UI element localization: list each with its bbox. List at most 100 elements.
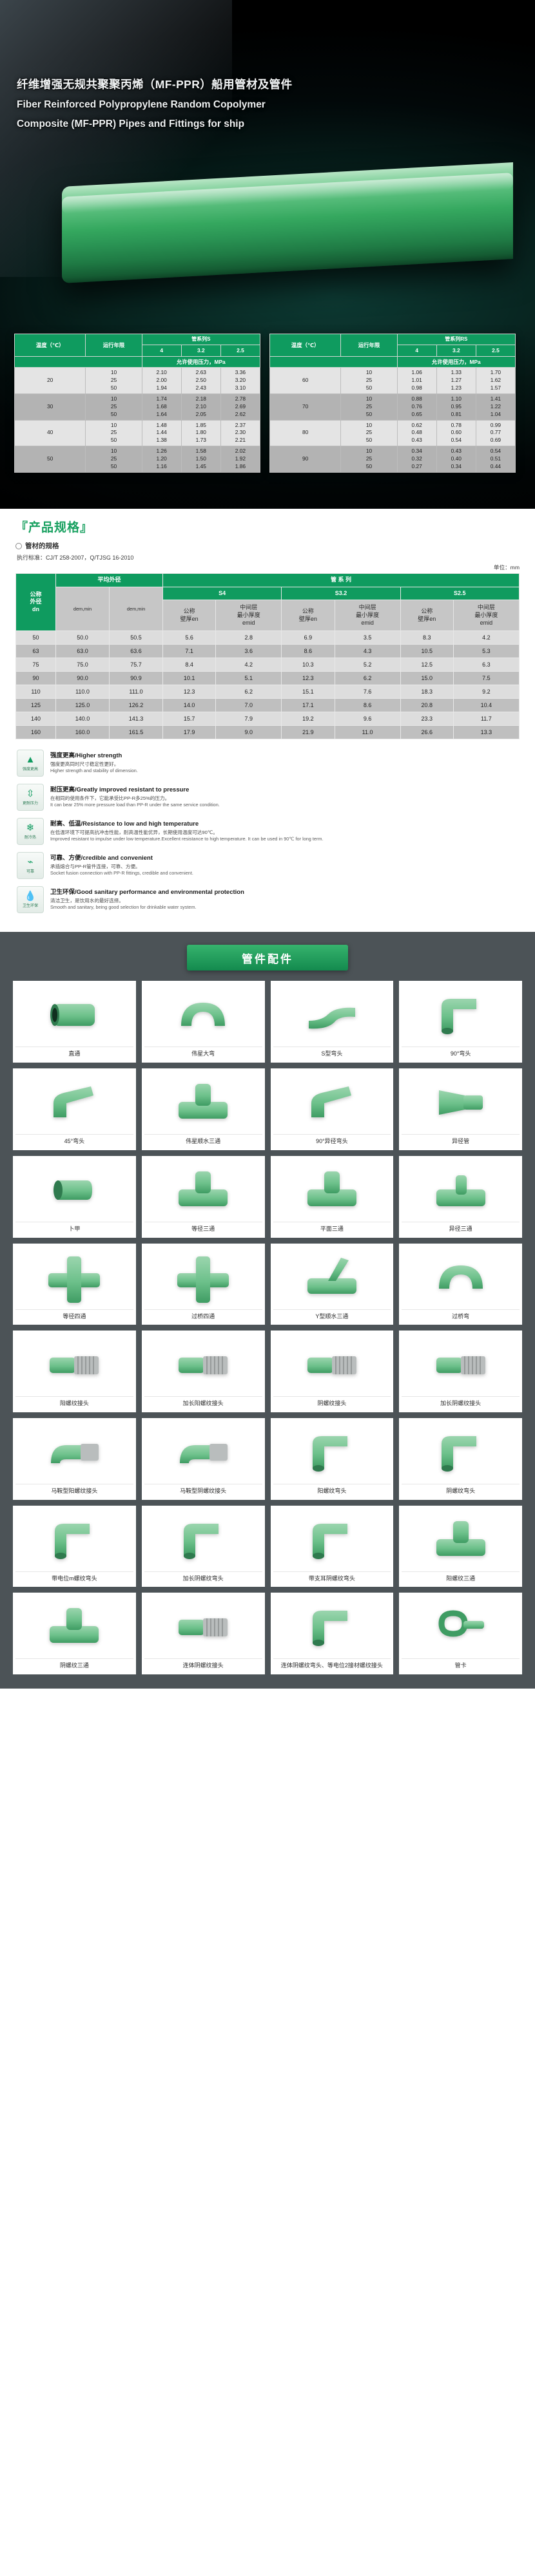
feature-desc-cn: 在低温环境下可提高抗冲击性能，耐高温性能优异，长期使用温度可达90℃。 xyxy=(50,829,218,836)
cell-s25-wall: 26.6 xyxy=(400,725,454,740)
hero-banner: 纤维增强无规共聚聚丙烯（MF-PPR）船用管材及管件 Fiber Reinfor… xyxy=(0,0,535,509)
cell-s32-wall: 6.9 xyxy=(281,630,335,645)
cell-dem-min: 50.0 xyxy=(55,630,110,645)
cell-years: 10 25 50 xyxy=(85,393,142,421)
fitting-cell[interactable]: 阳螺纹接头 xyxy=(13,1331,136,1412)
fitting-cell[interactable]: 90°异径弯头 xyxy=(270,1068,394,1150)
fitting-cell[interactable]: 平面三通 xyxy=(270,1155,394,1238)
cell-temp: 70 xyxy=(269,393,342,421)
table-row: 40 10 25 50 1.48 1.44 1.38 1.85 1.80 1.7… xyxy=(14,419,261,447)
fitting-cell[interactable]: 管卡 xyxy=(399,1593,522,1674)
cell-s32-wall: 21.9 xyxy=(281,725,335,740)
cell-s25-wall: 15.0 xyxy=(400,671,454,686)
fitting-cell[interactable]: 阴螺纹三通 xyxy=(13,1593,136,1674)
fitting-cell[interactable]: 加长阴螺纹接头 xyxy=(399,1331,522,1412)
fitting-cell[interactable]: 阴螺纹接头 xyxy=(270,1331,394,1412)
cell-s32: 1.33 1.27 1.23 xyxy=(436,367,476,394)
fitting-cell[interactable]: 等径四通 xyxy=(13,1243,136,1325)
fitting-cell[interactable]: 伟星顺水三通 xyxy=(141,1068,265,1150)
cell-dem-max: 111.0 xyxy=(109,685,164,699)
cell-years: 10 25 50 xyxy=(340,367,398,394)
table-row: 110 110.0 111.0 12.3 6.2 15.1 7.6 18.3 9.2 xyxy=(15,685,520,699)
fitting-cell[interactable]: Y型顺水三通 xyxy=(270,1243,394,1325)
fitting-cell[interactable]: 过桥弯 xyxy=(399,1243,522,1325)
fitting-cell[interactable]: 异径三通 xyxy=(399,1155,522,1238)
fitting-cell[interactable]: 阳螺纹三通 xyxy=(399,1505,522,1587)
fitting-caption: 管卡 xyxy=(402,1658,520,1672)
fitting-cell[interactable]: 带电位m螺纹弯头 xyxy=(13,1505,136,1587)
fitting-cell[interactable]: 连体阴螺纹弯头、等电位2接材螺纹接头 xyxy=(270,1593,394,1674)
feature-title: 耐高、低温/Resistance to low and high tempera… xyxy=(50,820,199,828)
fitting-cell[interactable]: 马鞍型阳螺纹接头 xyxy=(13,1417,136,1500)
cell-s4: 0.62 0.48 0.43 xyxy=(396,419,437,447)
fitting-cell[interactable]: 连体阴螺纹接头 xyxy=(141,1593,265,1674)
ptab-header-s25: 2.5 xyxy=(220,345,261,357)
fitting-caption: 马鞍型阳螺纹接头 xyxy=(15,1483,133,1497)
fitting-image-saddle-male xyxy=(15,1421,133,1481)
fitting-cell[interactable]: 带支耳阴螺纹弯头 xyxy=(270,1505,394,1587)
cell-s25-mid: 9.2 xyxy=(452,685,520,699)
cell-s4-wall: 8.4 xyxy=(162,658,217,672)
fitting-cell[interactable]: 卜甲 xyxy=(13,1155,136,1238)
fitting-cell[interactable]: 90°弯头 xyxy=(399,981,522,1063)
spec-header-mid-s4: 中间层 最小厚度 emid xyxy=(215,600,282,632)
fitting-caption: 异径三通 xyxy=(402,1221,520,1235)
unit-label: 单位：mm xyxy=(493,564,520,571)
cell-dn: 75 xyxy=(15,658,56,672)
cell-dem-max: 141.3 xyxy=(109,712,164,726)
cell-s32-mid: 3.5 xyxy=(334,630,401,645)
fitting-caption: 加长阴螺纹弯头 xyxy=(144,1571,262,1585)
fitting-caption: 90°异径弯头 xyxy=(273,1134,391,1148)
cell-s4-mid: 3.6 xyxy=(215,644,282,659)
fitting-image-male-thread-long xyxy=(144,1334,262,1394)
fitting-cell[interactable]: 异径管 xyxy=(399,1068,522,1150)
table-row: 20 10 25 50 2.10 2.00 1.94 2.63 2.50 2.4… xyxy=(14,367,261,394)
fitting-cell[interactable]: 伟星大弯 xyxy=(141,981,265,1063)
cell-s25: 1.41 1.22 1.04 xyxy=(475,393,516,421)
feature-title: 可靠、方便/credible and convenient xyxy=(50,855,153,862)
fitting-cell[interactable]: 阳螺纹弯头 xyxy=(270,1417,394,1500)
fitting-cell[interactable]: 马鞍型阴螺纹接头 xyxy=(141,1417,265,1500)
spec-subheading: 管材的规格 xyxy=(15,541,520,551)
cell-s32-wall: 12.3 xyxy=(281,671,335,686)
fitting-caption: 连体阴螺纹弯头、等电位2接材螺纹接头 xyxy=(273,1658,391,1672)
fitting-cell[interactable]: 过桥四通 xyxy=(141,1243,265,1325)
fitting-cell[interactable]: 等径三通 xyxy=(141,1155,265,1238)
pressure-tables-zone: 温度（℃） 运行年限 管系列S 4 3.2 2.5 允许使用压力，MPa xyxy=(0,322,535,509)
cell-s4-mid: 6.2 xyxy=(215,685,282,699)
cell-dem-max: 126.2 xyxy=(109,698,164,713)
cell-temp: 30 xyxy=(14,393,86,421)
fitting-caption: 卜甲 xyxy=(15,1221,133,1235)
fitting-caption: 等径三通 xyxy=(144,1221,262,1235)
table-row: 30 10 25 50 1.74 1.68 1.64 2.18 2.10 2.0… xyxy=(14,393,261,421)
fitting-cell[interactable]: 加长阴螺纹弯头 xyxy=(141,1505,265,1587)
product-catalog-page: 纤维增强无规共聚聚丙烯（MF-PPR）船用管材及管件 Fiber Reinfor… xyxy=(0,0,535,1689)
cell-s32-wall: 15.1 xyxy=(281,685,335,699)
feature-glyph-icon: ⇳ xyxy=(26,788,35,800)
fitting-cell[interactable]: 直通 xyxy=(13,981,136,1063)
cell-s4: 1.48 1.44 1.38 xyxy=(141,419,182,447)
fitting-caption: 直通 xyxy=(15,1046,133,1060)
fitting-cell[interactable]: 45°弯头 xyxy=(13,1068,136,1150)
cell-dem-min: 75.0 xyxy=(55,658,110,672)
fitting-cell[interactable]: 加长阳螺纹接头 xyxy=(141,1331,265,1412)
cell-temp: 90 xyxy=(269,446,342,473)
cell-dem-min: 90.0 xyxy=(55,671,110,686)
fitting-image-saddle-female xyxy=(144,1421,262,1481)
cell-temp: 80 xyxy=(269,419,342,447)
feature-item: ⇳ 更耐压力 耐压更高/Greatly improved resistant to … xyxy=(17,784,518,811)
table-row: 90 90.0 90.9 10.1 5.1 12.3 6.2 15.0 7.5 xyxy=(15,671,520,686)
feature-text: 卫生环保/Good sanitary performance and envir… xyxy=(50,886,244,911)
fitting-cell[interactable]: 阴螺纹弯头 xyxy=(399,1417,522,1500)
fitting-cell[interactable]: S型弯头 xyxy=(270,981,394,1063)
fitting-caption: 阳螺纹接头 xyxy=(15,1396,133,1410)
feature-glyph-icon: ⌁ xyxy=(27,857,34,868)
feature-desc-en: Higher strength and stability of dimensi… xyxy=(50,768,138,774)
fitting-caption: Y型顺水三通 xyxy=(273,1309,391,1323)
feature-glyph-icon: 💧 xyxy=(24,891,37,902)
table-row: 125 125.0 126.2 14.0 7.0 17.1 8.6 20.8 10.4 xyxy=(15,698,520,713)
cell-s25-wall: 8.3 xyxy=(400,630,454,645)
fitting-image-cap xyxy=(15,1159,133,1219)
bullet-ring-icon xyxy=(15,542,22,549)
cell-temp: 60 xyxy=(269,367,342,394)
